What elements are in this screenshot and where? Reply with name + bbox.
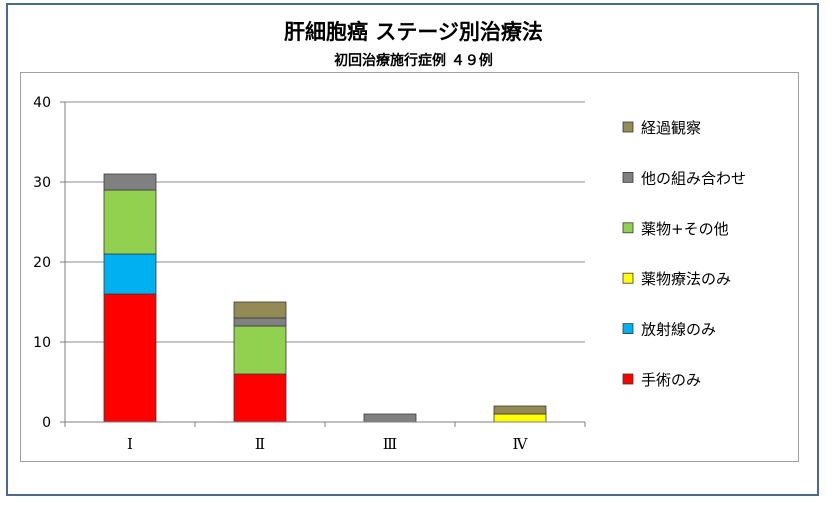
bar-segment <box>363 413 417 423</box>
bar-segment <box>233 325 287 375</box>
bar-segment <box>103 173 157 191</box>
legend-label: 手術のみ <box>641 371 701 389</box>
chart-title: 肝細胞癌 ステージ別治療法 <box>284 20 543 44</box>
legend-swatch <box>622 272 634 284</box>
bar-segment <box>233 317 287 327</box>
bar-segment <box>233 301 287 319</box>
legend-swatch <box>622 373 634 385</box>
bar-segment <box>493 413 547 423</box>
bar-segment <box>493 405 547 415</box>
legend-label: 放射線のみ <box>641 321 716 339</box>
legend-label: 経過観察 <box>641 119 701 137</box>
x-tick-label: Ⅰ <box>127 435 133 453</box>
bar-segment <box>103 293 157 423</box>
legend-swatch <box>622 222 634 234</box>
legend-label: 他の組み合わせ <box>641 169 746 187</box>
y-tick-label: 10 <box>33 335 51 351</box>
legend-label: 薬物療法のみ <box>641 270 731 288</box>
x-tick-label: Ⅲ <box>383 435 397 453</box>
chart-area-border <box>20 72 799 462</box>
bar-segment <box>103 253 157 295</box>
y-tick-label: 40 <box>33 95 51 111</box>
x-tick-labels: Ⅰ Ⅱ Ⅲ Ⅳ <box>127 435 528 453</box>
axes <box>60 101 586 427</box>
y-tick-label: 30 <box>33 175 51 191</box>
legend-label: 薬物+その他 <box>641 220 729 238</box>
x-tick-label: Ⅳ <box>513 435 529 453</box>
chart-subtitle: 初回治療施行症例 ４９例 <box>334 53 493 69</box>
bar-segment <box>233 373 287 423</box>
bar-segment <box>103 189 157 255</box>
y-tick-label: 0 <box>42 415 51 431</box>
bars <box>103 173 547 423</box>
legend-swatch <box>622 171 634 183</box>
legend-swatch <box>622 323 634 335</box>
y-tick-label: 20 <box>33 255 51 271</box>
y-tick-labels: 0 10 20 30 40 <box>33 95 51 431</box>
x-tick-label: Ⅱ <box>255 435 265 453</box>
legend-swatch <box>622 121 634 133</box>
